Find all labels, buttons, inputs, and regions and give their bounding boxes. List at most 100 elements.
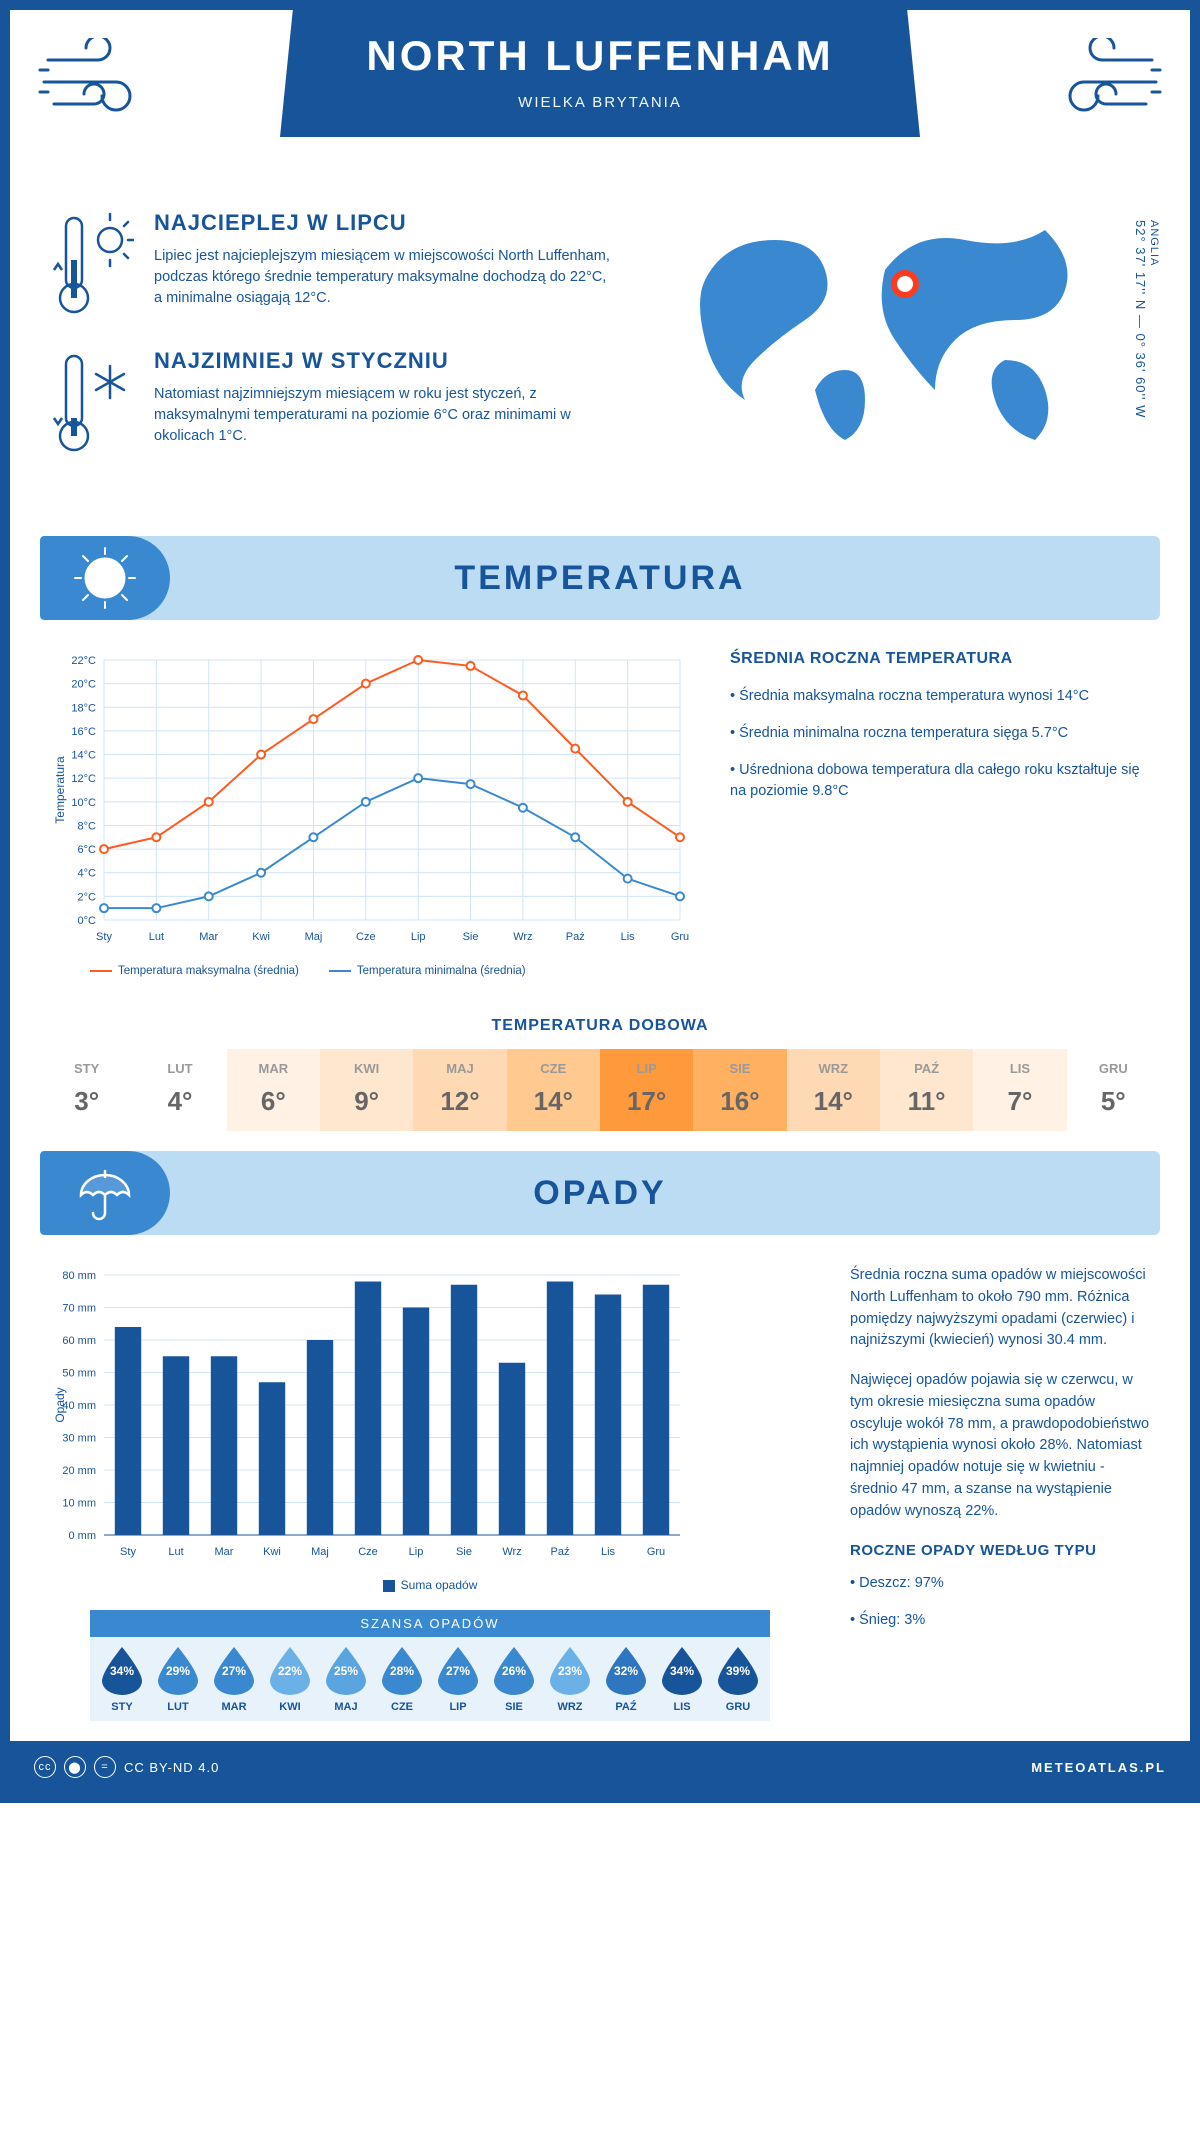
daily-temp-cell: CZE14° bbox=[507, 1049, 600, 1131]
precip-type-list: Deszcz: 97% Śnieg: 3% bbox=[850, 1573, 1150, 1631]
section-title: TEMPERATURA bbox=[454, 559, 745, 598]
chance-cell: 26%SIE bbox=[486, 1647, 542, 1713]
svg-text:Sty: Sty bbox=[96, 931, 112, 943]
daily-temp-cell: SIE16° bbox=[693, 1049, 786, 1131]
svg-text:Opady: Opady bbox=[53, 1387, 67, 1422]
daily-temp-cell: PAŹ11° bbox=[880, 1049, 973, 1131]
header: NORTH LUFFENHAM WIELKA BRYTANIA bbox=[10, 10, 1190, 200]
chance-cell: 29%LUT bbox=[150, 1647, 206, 1713]
chance-cell: 32%PAŹ bbox=[598, 1647, 654, 1713]
nd-icon: = bbox=[94, 1756, 116, 1778]
svg-text:Wrz: Wrz bbox=[502, 1546, 521, 1558]
daily-temp-cell: LIS7° bbox=[973, 1049, 1066, 1131]
legend-min: Temperatura minimalna (średnia) bbox=[329, 965, 526, 977]
svg-text:6°C: 6°C bbox=[78, 844, 97, 856]
svg-text:30 mm: 30 mm bbox=[62, 1433, 96, 1445]
precip-type-item: Śnieg: 3% bbox=[850, 1610, 1150, 1631]
section-header-temperature: TEMPERATURA bbox=[40, 536, 1160, 620]
daily-temp-cell: KWI9° bbox=[320, 1049, 413, 1131]
svg-text:Gru: Gru bbox=[671, 931, 689, 943]
svg-text:Paź: Paź bbox=[566, 931, 585, 943]
chance-cell: 34%LIS bbox=[654, 1647, 710, 1713]
daily-temp-table: STY3°LUT4°MAR6°KWI9°MAJ12°CZE14°LIP17°SI… bbox=[40, 1049, 1160, 1131]
svg-text:70 mm: 70 mm bbox=[62, 1303, 96, 1315]
daily-temp-cell: LUT4° bbox=[133, 1049, 226, 1131]
precip-type-title: ROCZNE OPADY WEDŁUG TYPU bbox=[850, 1540, 1150, 1563]
svg-text:20 mm: 20 mm bbox=[62, 1465, 96, 1477]
svg-text:16°C: 16°C bbox=[71, 726, 96, 738]
svg-text:2°C: 2°C bbox=[78, 891, 97, 903]
svg-text:Gru: Gru bbox=[647, 1546, 665, 1558]
section-header-precip: OPADY bbox=[40, 1151, 1160, 1235]
chance-row: 34%STY29%LUT27%MAR22%KWI25%MAJ28%CZE27%L… bbox=[90, 1637, 770, 1721]
chance-title: SZANSA OPADÓW bbox=[90, 1610, 770, 1637]
country-subtitle: WIELKA BRYTANIA bbox=[300, 94, 900, 111]
daily-temp-title: TEMPERATURA DOBOWA bbox=[10, 1017, 1190, 1035]
svg-text:20°C: 20°C bbox=[71, 679, 96, 691]
daily-temp-cell: MAR6° bbox=[227, 1049, 320, 1131]
footer: cc ⬤ = CC BY-ND 4.0 METEOATLAS.PL bbox=[10, 1741, 1190, 1793]
annual-temp-title: ŚREDNIA ROCZNA TEMPERATURA bbox=[730, 650, 1150, 668]
warmest-title: NAJCIEPLEJ W LIPCU bbox=[154, 210, 610, 236]
coldest-body: Natomiast najzimniejszym miesiącem w rok… bbox=[154, 384, 610, 447]
legend-max: Temperatura maksymalna (średnia) bbox=[90, 965, 299, 977]
svg-text:Cze: Cze bbox=[356, 931, 376, 943]
svg-text:10°C: 10°C bbox=[71, 797, 96, 809]
annual-temp-bullet: Uśredniona dobowa temperatura dla całego… bbox=[730, 760, 1150, 802]
title-banner: NORTH LUFFENHAM WIELKA BRYTANIA bbox=[280, 10, 920, 137]
warmest-fact: NAJCIEPLEJ W LIPCU Lipiec jest najcieple… bbox=[50, 210, 610, 320]
svg-text:Temperatura: Temperatura bbox=[53, 756, 67, 824]
svg-text:Lut: Lut bbox=[168, 1546, 183, 1558]
svg-text:Lis: Lis bbox=[621, 931, 636, 943]
svg-text:0 mm: 0 mm bbox=[69, 1530, 97, 1542]
svg-text:14°C: 14°C bbox=[71, 750, 96, 762]
svg-text:Maj: Maj bbox=[305, 931, 323, 943]
svg-text:22°C: 22°C bbox=[71, 655, 96, 667]
svg-text:Mar: Mar bbox=[199, 931, 218, 943]
daily-temp-cell: LIP17° bbox=[600, 1049, 693, 1131]
thermometer-snow-icon bbox=[50, 348, 134, 458]
sun-icon bbox=[40, 536, 170, 620]
chance-cell: 28%CZE bbox=[374, 1647, 430, 1713]
svg-text:60 mm: 60 mm bbox=[62, 1335, 96, 1347]
precip-para-1: Średnia roczna suma opadów w miejscowośc… bbox=[850, 1265, 1150, 1352]
thermometer-sun-icon bbox=[50, 210, 134, 320]
svg-text:12°C: 12°C bbox=[71, 773, 96, 785]
precip-para-2: Najwięcej opadów pojawia się w czerwcu, … bbox=[850, 1370, 1150, 1522]
annual-temp-bullet: Średnia maksymalna roczna temperatura wy… bbox=[730, 686, 1150, 707]
annual-temp-bullets: Średnia maksymalna roczna temperatura wy… bbox=[730, 686, 1150, 802]
svg-text:80 mm: 80 mm bbox=[62, 1270, 96, 1282]
svg-text:4°C: 4°C bbox=[78, 868, 97, 880]
chance-cell: 39%GRU bbox=[710, 1647, 766, 1713]
svg-text:Mar: Mar bbox=[215, 1546, 234, 1558]
umbrella-icon bbox=[40, 1151, 170, 1235]
location-title: NORTH LUFFENHAM bbox=[300, 32, 900, 80]
svg-text:Kwi: Kwi bbox=[252, 931, 270, 943]
svg-text:Sie: Sie bbox=[456, 1546, 472, 1558]
temperature-line-chart: 0°C2°C4°C6°C8°C10°C12°C14°C16°C18°C20°C2… bbox=[50, 650, 690, 977]
svg-text:Lip: Lip bbox=[409, 1546, 424, 1558]
precip-legend: Suma opadów bbox=[50, 1578, 810, 1592]
svg-text:Cze: Cze bbox=[358, 1546, 378, 1558]
daily-temp-cell: GRU5° bbox=[1067, 1049, 1160, 1131]
precip-type-item: Deszcz: 97% bbox=[850, 1573, 1150, 1594]
svg-text:50 mm: 50 mm bbox=[62, 1368, 96, 1380]
svg-text:40 mm: 40 mm bbox=[62, 1400, 96, 1412]
svg-text:Sie: Sie bbox=[463, 931, 479, 943]
svg-text:18°C: 18°C bbox=[71, 702, 96, 714]
coldest-title: NAJZIMNIEJ W STYCZNIU bbox=[154, 348, 610, 374]
chance-cell: 27%MAR bbox=[206, 1647, 262, 1713]
svg-text:Lut: Lut bbox=[149, 931, 164, 943]
chance-cell: 25%MAJ bbox=[318, 1647, 374, 1713]
svg-text:Wrz: Wrz bbox=[513, 931, 532, 943]
section-title: OPADY bbox=[533, 1174, 666, 1213]
world-map-icon bbox=[675, 210, 1115, 450]
site-name: METEOATLAS.PL bbox=[1031, 1760, 1166, 1775]
svg-text:Maj: Maj bbox=[311, 1546, 329, 1558]
wind-icon bbox=[38, 38, 158, 133]
svg-text:Paź: Paź bbox=[551, 1546, 570, 1558]
svg-text:Lis: Lis bbox=[601, 1546, 616, 1558]
chance-cell: 27%LIP bbox=[430, 1647, 486, 1713]
svg-text:10 mm: 10 mm bbox=[62, 1498, 96, 1510]
precip-bar-chart: 0 mm 10 mm 20 mm 30 mm 40 mm 50 mm 60 mm 70 mm 8… bbox=[50, 1265, 810, 1731]
